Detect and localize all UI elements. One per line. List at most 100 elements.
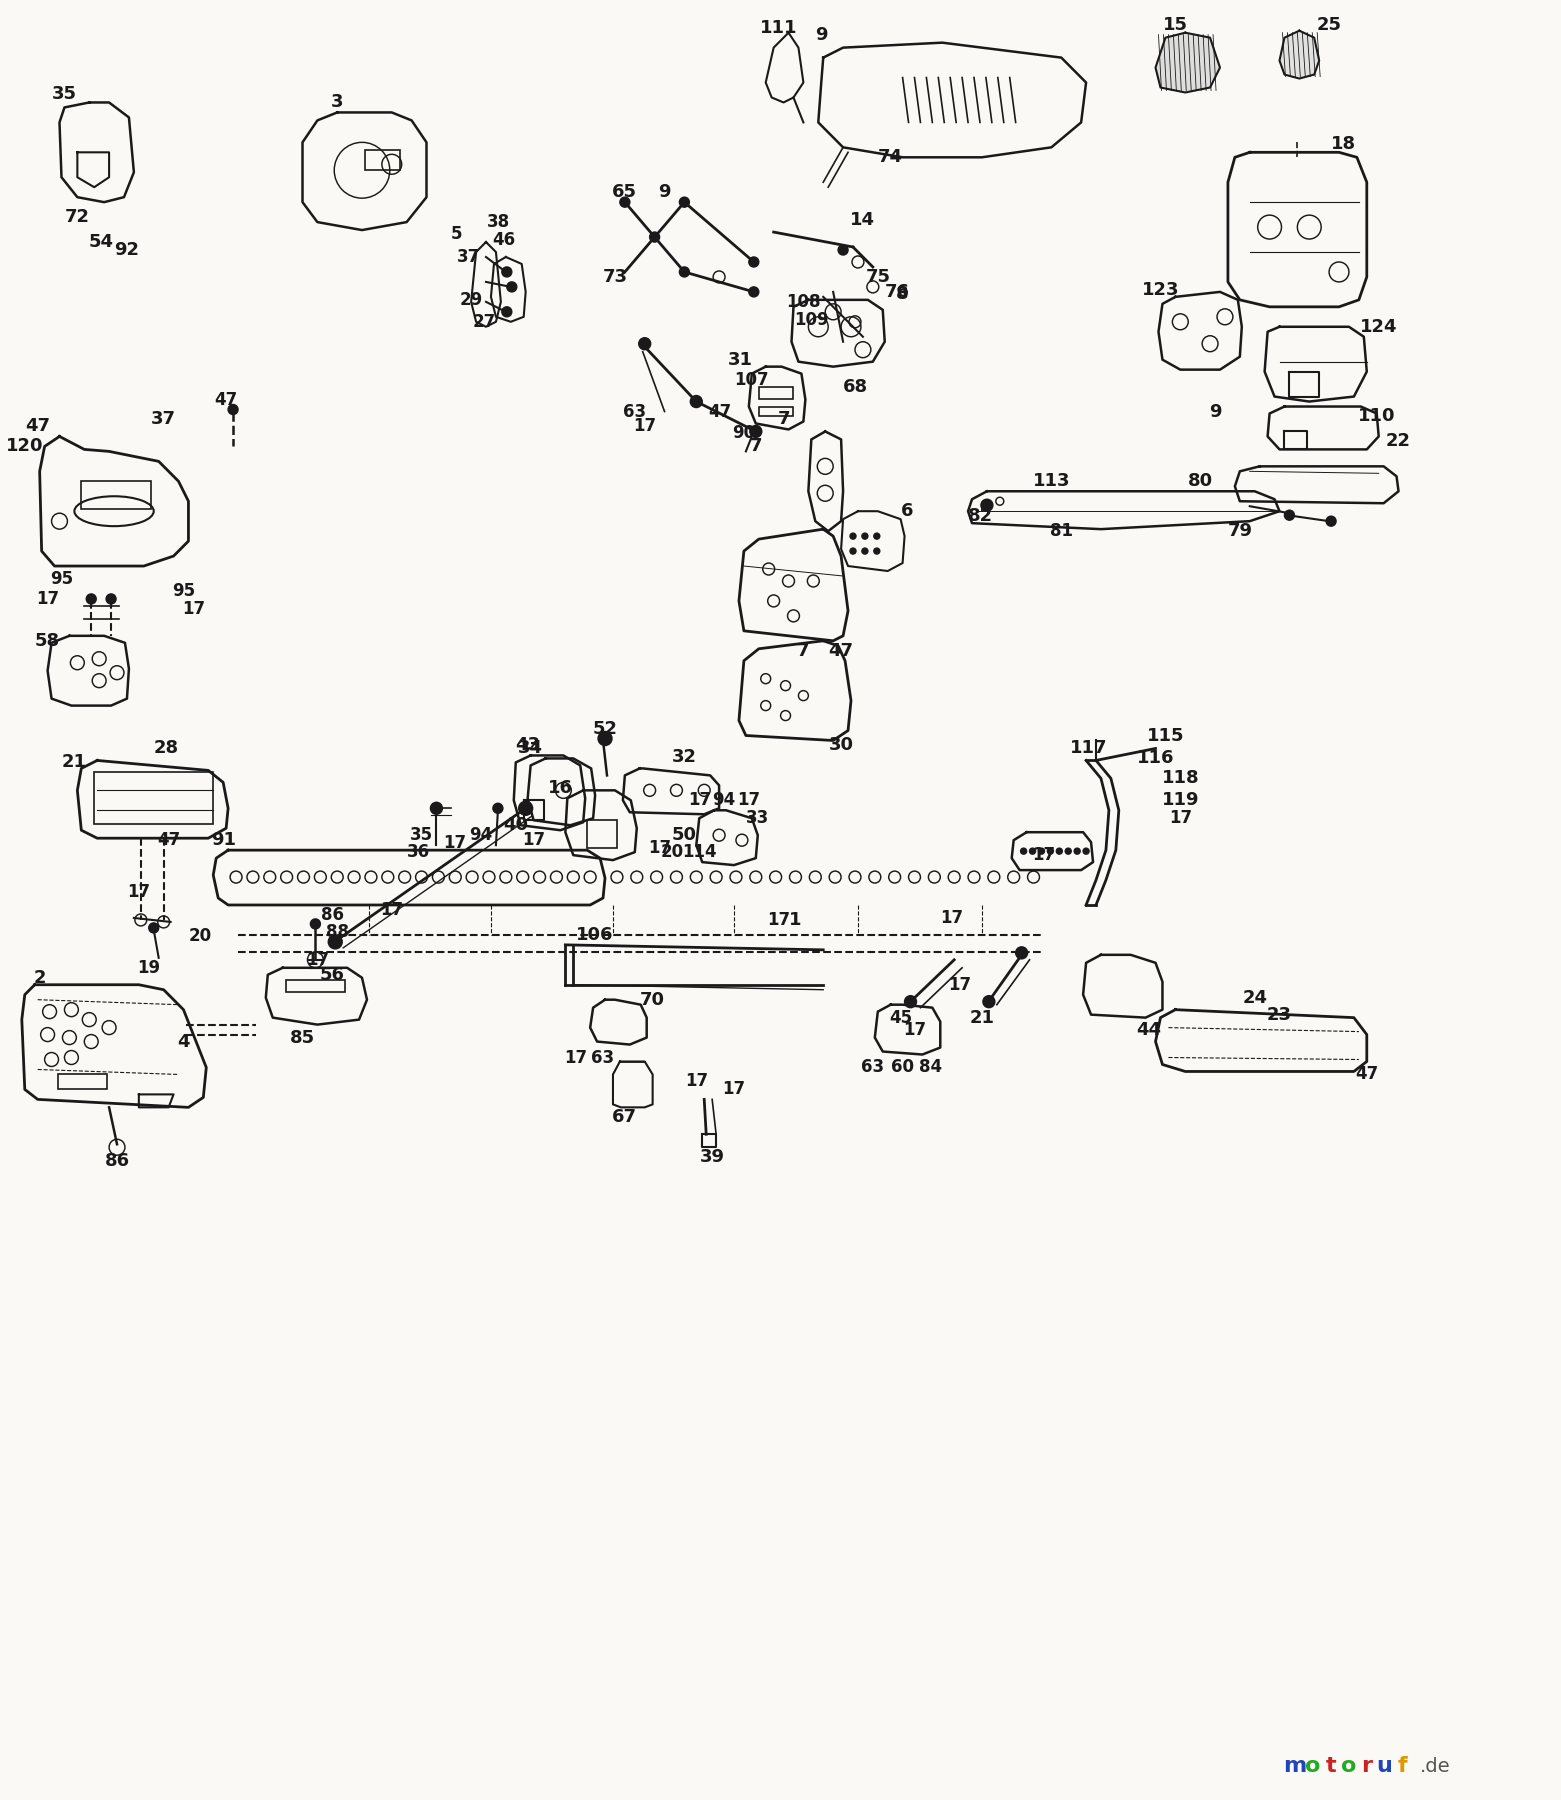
Text: 17: 17 [564,1049,587,1067]
Text: 25: 25 [1316,16,1341,34]
Polygon shape [1155,32,1221,92]
Text: 17: 17 [634,418,656,436]
Text: 35: 35 [52,85,76,103]
Text: 17: 17 [648,839,671,857]
Text: 8: 8 [896,284,909,302]
Text: r: r [1361,1755,1372,1775]
Circle shape [1285,509,1294,520]
Circle shape [228,405,237,414]
Text: 17: 17 [181,599,204,617]
Text: 86: 86 [320,905,343,923]
Text: 107: 107 [735,371,770,389]
Text: 58: 58 [34,632,61,650]
Text: 56: 56 [320,967,345,985]
Circle shape [1083,848,1090,855]
Text: 106: 106 [576,925,613,943]
Text: 30: 30 [829,736,854,754]
Text: 15: 15 [1163,16,1188,34]
Circle shape [598,731,612,745]
Circle shape [1021,848,1027,855]
Text: 24: 24 [1243,988,1268,1006]
Text: 18: 18 [1332,135,1357,153]
Text: 43: 43 [515,736,540,754]
Text: 95: 95 [172,581,195,599]
Text: 35: 35 [411,826,432,844]
Text: 6: 6 [901,502,913,520]
Text: 23: 23 [1268,1006,1293,1024]
Circle shape [983,995,994,1008]
Text: 63: 63 [862,1058,885,1076]
Text: 110: 110 [1358,407,1396,425]
Text: 114: 114 [682,842,716,860]
Text: 19: 19 [137,959,161,977]
Text: 82: 82 [968,508,993,526]
Text: 52: 52 [593,720,618,738]
Bar [759,387,793,398]
Text: 109: 109 [795,311,829,329]
Text: 20: 20 [189,927,212,945]
Text: 44: 44 [1136,1021,1161,1039]
Circle shape [507,283,517,292]
Circle shape [851,547,855,554]
Text: 5: 5 [451,225,462,243]
Text: 94: 94 [470,826,493,844]
Text: 21: 21 [62,754,87,772]
Text: 45: 45 [890,1008,912,1026]
Text: 111: 111 [760,18,798,36]
Text: 28: 28 [155,740,180,758]
Text: 9: 9 [1208,403,1221,421]
Text: 16: 16 [548,779,573,797]
Text: 17: 17 [1169,810,1193,828]
Circle shape [1038,848,1044,855]
Text: o: o [1341,1755,1357,1775]
Text: 17: 17 [128,884,150,902]
Text: 120: 120 [6,437,44,455]
Text: 17: 17 [443,833,465,851]
Text: 88: 88 [326,923,348,941]
Text: 67: 67 [612,1109,637,1127]
Bar [365,151,400,171]
Circle shape [749,286,759,297]
Text: 123: 123 [1141,281,1179,299]
Circle shape [311,920,320,929]
Circle shape [518,801,532,815]
Text: 68: 68 [843,378,868,396]
Bar [81,481,151,509]
Text: 72: 72 [66,209,91,227]
Text: 14: 14 [851,211,876,229]
Text: 38: 38 [487,212,510,230]
Circle shape [874,533,880,540]
Text: 32: 32 [671,749,696,767]
Text: 60: 60 [891,1058,915,1076]
Text: 40: 40 [503,815,528,833]
Text: 79: 79 [1227,522,1252,540]
Circle shape [904,995,916,1008]
Text: 47: 47 [1355,1066,1378,1084]
Text: 17: 17 [306,950,329,968]
Text: 22: 22 [1386,432,1411,450]
Text: 92: 92 [114,241,139,259]
Text: 3: 3 [331,94,343,112]
Text: 17: 17 [36,590,59,608]
Text: 108: 108 [787,293,821,311]
Text: 21: 21 [969,1008,994,1026]
Text: 90: 90 [732,425,756,443]
Text: 47: 47 [214,391,237,409]
Text: 94: 94 [712,792,735,810]
Text: 34: 34 [518,740,543,758]
Text: 29: 29 [459,292,482,310]
Bar [759,407,793,416]
Text: 95: 95 [50,571,73,589]
Text: 70: 70 [640,990,665,1008]
Text: 17: 17 [766,911,790,929]
Text: m: m [1283,1755,1307,1775]
Circle shape [431,803,442,814]
Text: 17: 17 [902,1021,926,1039]
Circle shape [749,257,759,266]
Text: 63: 63 [623,403,646,421]
Circle shape [749,425,762,437]
Text: 115: 115 [1147,727,1185,745]
Text: 80: 80 [1188,472,1213,490]
Text: 118: 118 [1161,769,1199,787]
Text: 7: 7 [798,643,810,661]
